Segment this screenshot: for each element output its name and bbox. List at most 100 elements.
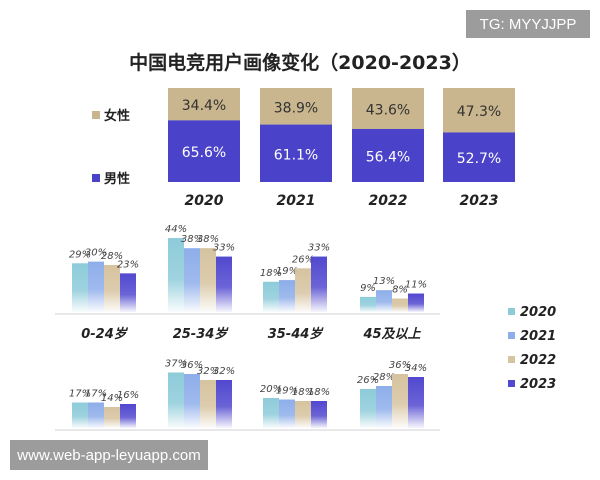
- data-label-2-2-2023: 18%: [308, 387, 330, 398]
- data-label-1-2-2023: 33%: [308, 243, 330, 254]
- bar-1-3-2020: [360, 296, 376, 312]
- data-label-1-2-2020: 18%: [260, 268, 282, 279]
- data-label-1-3-2022: 8%: [392, 285, 408, 296]
- bar-2-2-2020: [263, 398, 279, 428]
- data-label-2-3-2022: 36%: [389, 360, 411, 371]
- data-label-2-1-2020: 37%: [165, 359, 187, 370]
- bar-male-2020: [168, 120, 240, 182]
- bar-2-0-2023: [120, 404, 136, 428]
- label-male-2020: 65.6%: [182, 145, 226, 161]
- bar-1-2-2023: [311, 256, 327, 312]
- category-label-1: 25-34岁: [173, 326, 230, 342]
- bar-1-1-2022: [200, 248, 216, 312]
- bar-2-3-2021: [376, 386, 392, 428]
- tick-year-2023: 2023: [460, 193, 499, 209]
- data-label-2-1-2022: 32%: [197, 366, 219, 377]
- bar-2-0-2021: [88, 402, 104, 428]
- bar-2-3-2023: [408, 377, 424, 428]
- data-label-1-3-2021: 13%: [373, 276, 395, 287]
- data-label-1-3-2020: 9%: [360, 283, 376, 294]
- bar-1-0-2021: [88, 261, 104, 312]
- legend-swatch-0: [92, 111, 100, 119]
- bar-1-1-2020: [168, 238, 184, 312]
- tick-year-2022: 2022: [369, 193, 408, 209]
- label-male-2022: 56.4%: [366, 149, 410, 165]
- data-label-2-1-2023: 32%: [213, 366, 235, 377]
- bar-2-2-2022: [295, 401, 311, 428]
- bar-2-2-2021: [279, 399, 295, 428]
- data-label-1-0-2020: 29%: [69, 249, 91, 260]
- data-label-2-2-2021: 19%: [276, 386, 298, 397]
- data-label-2-0-2021: 17%: [85, 389, 107, 400]
- legend-label-2021: 2021: [520, 329, 556, 344]
- bar-male-2022: [352, 128, 424, 182]
- data-label-2-0-2023: 16%: [117, 390, 139, 401]
- bar-1-2-2021: [279, 280, 295, 312]
- bar-2-0-2022: [104, 407, 120, 428]
- data-label-2-1-2021: 36%: [181, 360, 203, 371]
- bar-2-1-2021: [184, 374, 200, 428]
- bar-2-1-2020: [168, 372, 184, 428]
- category-label-0: 0-24岁: [81, 326, 129, 342]
- bar-1-1-2023: [216, 256, 232, 312]
- data-label-2-0-2020: 17%: [69, 389, 91, 400]
- bar-2-3-2020: [360, 389, 376, 428]
- bar-1-3-2022: [392, 298, 408, 312]
- legend-label-2023: 2023: [520, 377, 556, 392]
- bar-1-2-2022: [295, 268, 311, 312]
- bar-female-2022: [352, 88, 424, 129]
- data-label-1-3-2023: 11%: [405, 280, 427, 291]
- category-label-3: 45及以上: [362, 327, 421, 342]
- bar-1-0-2020: [72, 263, 88, 312]
- watermark-top: TG: MYYJJPP: [466, 10, 590, 38]
- bar-1-0-2022: [104, 264, 120, 312]
- data-label-1-0-2022: 28%: [101, 251, 123, 262]
- data-label-1-2-2022: 26%: [292, 254, 314, 265]
- bar-female-2023: [443, 88, 515, 133]
- data-label-1-0-2023: 23%: [117, 259, 139, 270]
- bar-female-2020: [168, 88, 240, 121]
- legend-label-1: 男性: [104, 171, 130, 187]
- legend-swatch-1: [92, 174, 100, 182]
- bar-male-2023: [443, 132, 515, 182]
- legend-label-2020: 2020: [520, 305, 556, 320]
- data-label-2-3-2021: 28%: [373, 372, 395, 383]
- bar-1-3-2021: [376, 290, 392, 312]
- data-label-2-3-2023: 34%: [405, 363, 427, 374]
- bar-1-0-2023: [120, 273, 136, 312]
- watermark-url: www.web-app-leyuapp.com: [10, 440, 208, 470]
- bar-2-1-2022: [200, 380, 216, 428]
- data-label-1-2-2021: 19%: [276, 266, 298, 277]
- bar-male-2021: [260, 124, 332, 182]
- data-label-2-3-2020: 26%: [357, 375, 379, 386]
- data-label-2-2-2020: 20%: [260, 384, 282, 395]
- label-female-2023: 47.3%: [457, 104, 501, 120]
- label-male-2023: 52.7%: [457, 151, 501, 167]
- legend-swatch-2022: [508, 356, 515, 363]
- data-label-1-0-2021: 30%: [85, 248, 107, 259]
- chart-title: 中国电竞用户画像变化（2020-2023）: [129, 52, 471, 74]
- legend-swatch-2023: [508, 380, 515, 387]
- tick-year-2021: 2021: [277, 193, 316, 209]
- bar-2-2-2023: [311, 401, 327, 428]
- data-label-1-1-2020: 44%: [165, 224, 187, 235]
- category-label-2: 35-44岁: [268, 326, 325, 342]
- legend-swatch-2020: [508, 308, 515, 315]
- bar-2-1-2023: [216, 380, 232, 428]
- bar-1-3-2023: [408, 293, 424, 312]
- label-female-2022: 43.6%: [366, 102, 410, 118]
- legend-label-2022: 2022: [520, 353, 556, 368]
- bar-1-2-2020: [263, 281, 279, 312]
- label-female-2021: 38.9%: [274, 100, 318, 116]
- bar-female-2021: [260, 88, 332, 125]
- label-male-2021: 61.1%: [274, 147, 318, 163]
- label-female-2020: 34.4%: [182, 98, 226, 114]
- data-label-1-1-2023: 33%: [213, 243, 235, 254]
- data-label-1-1-2022: 38%: [197, 234, 219, 245]
- bar-2-3-2022: [392, 374, 408, 428]
- legend-label-0: 女性: [104, 108, 130, 124]
- data-label-1-1-2021: 38%: [181, 234, 203, 245]
- bar-2-0-2020: [72, 402, 88, 428]
